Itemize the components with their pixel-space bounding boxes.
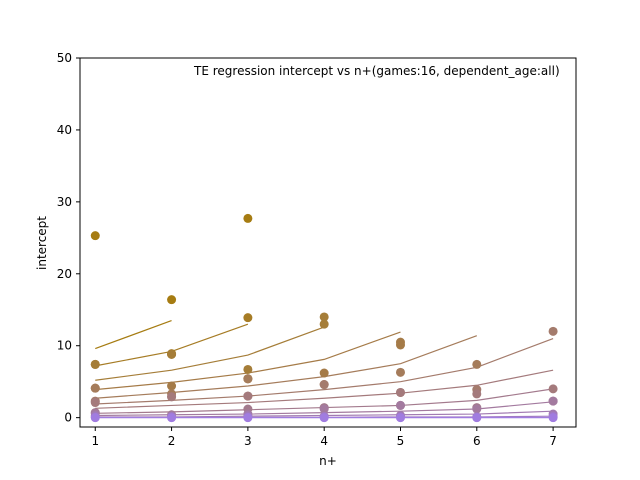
data-point-2-2 [243, 364, 253, 374]
y-tick-label: 30 [57, 195, 72, 209]
data-point-0-0 [90, 231, 100, 241]
data-point-4-2 [243, 374, 253, 384]
data-point-8-6 [548, 396, 558, 406]
x-tick-label: 3 [244, 434, 252, 448]
data-point-2-1 [167, 349, 177, 359]
x-tick-label: 2 [168, 434, 176, 448]
x-tick-label: 6 [473, 434, 481, 448]
data-point-5-6 [548, 326, 558, 336]
data-point-6-0 [90, 398, 100, 408]
data-point-0-1 [167, 295, 177, 305]
data-point-11-2 [243, 413, 253, 423]
chart-title: TE regression intercept vs n+(games:16, … [193, 64, 560, 78]
data-point-2-4 [319, 312, 329, 322]
data-point-4-4 [395, 367, 405, 377]
data-point-11-4 [395, 413, 405, 423]
plot-area [80, 58, 576, 427]
fit-line-2 [95, 326, 325, 381]
y-tick-label: 20 [57, 267, 72, 281]
y-tick-label: 10 [57, 339, 72, 353]
data-point-2-0 [90, 359, 100, 369]
data-point-5-3 [319, 380, 329, 390]
data-point-11-1 [167, 413, 177, 423]
data-point-4-5 [472, 359, 482, 369]
fit-line-4 [95, 335, 478, 399]
data-point-4-0 [90, 383, 100, 393]
x-tick-label: 7 [549, 434, 557, 448]
data-point-6-4 [395, 387, 405, 397]
data-point-11-6 [548, 413, 558, 423]
axes [79, 57, 577, 428]
x-axis-label: n+ [319, 454, 337, 468]
data-point-11-0 [90, 413, 100, 423]
data-point-0-2 [243, 213, 253, 223]
data-point-6-6 [548, 384, 558, 394]
data-point-8-5 [472, 404, 482, 414]
data-point-6-2 [243, 391, 253, 401]
data-point-11-3 [319, 413, 329, 423]
data-point-1-3 [243, 313, 253, 323]
y-tick-label: 50 [57, 51, 72, 65]
data-point-6-1 [167, 392, 177, 402]
y-tick-label: 40 [57, 123, 72, 137]
x-tick-label: 1 [91, 434, 99, 448]
data-point-3-5 [395, 340, 405, 350]
data-point-8-3 [319, 404, 329, 414]
data-point-8-4 [395, 400, 405, 410]
data-point-2-5 [319, 319, 329, 329]
y-axis-label: intercept [35, 216, 49, 270]
x-tick-label: 5 [397, 434, 405, 448]
data-point-11-5 [472, 413, 482, 423]
tick-marks: 1 2 3 4 5 6 7 0 10 20 30 40 50 [57, 51, 557, 448]
plot-frame [79, 57, 577, 428]
data-point-3-3 [319, 368, 329, 378]
data-point-6-5 [472, 389, 482, 399]
fit-line-0 [95, 319, 172, 350]
data-point-3-1 [167, 381, 177, 391]
x-tick-label: 4 [320, 434, 328, 448]
y-tick-label: 0 [64, 411, 72, 425]
data-marks [90, 213, 558, 423]
